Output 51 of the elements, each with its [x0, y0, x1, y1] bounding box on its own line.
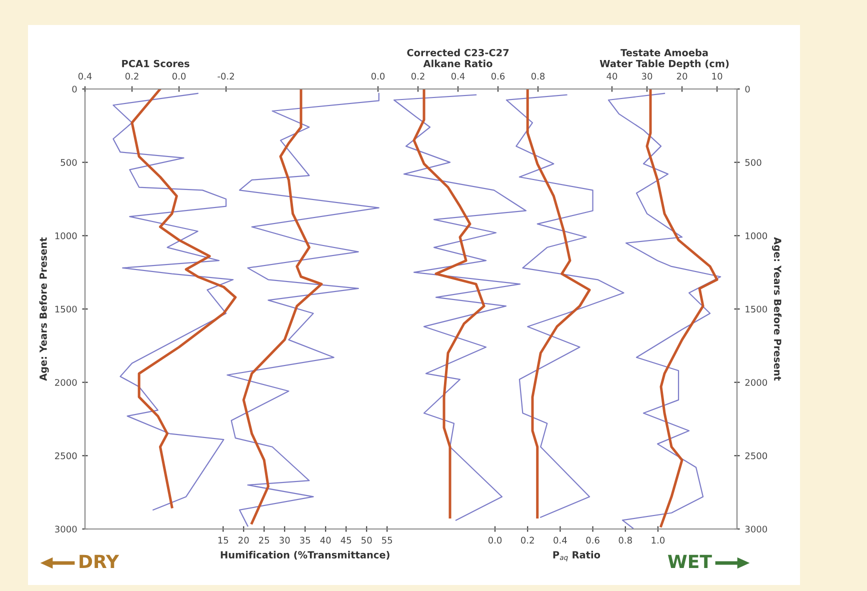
y-tick-label: 0	[72, 86, 77, 93]
x-tick-label: 1.0	[652, 536, 665, 544]
x-axis-title: Humification (%Transmittance)	[220, 550, 390, 560]
x-tick-label: 35	[300, 536, 310, 544]
y-tick-label: 3000	[55, 526, 77, 533]
x2-tick-label: 10	[712, 72, 722, 80]
x2-axis-title: PCA1 Scores	[122, 60, 190, 68]
x2-tick-label: 20	[676, 72, 688, 80]
x-tick-label: 20	[238, 536, 249, 544]
x-axis-title: P$_{aq}$ Ratio	[553, 550, 600, 562]
y-axis-title: Age: Years Before Present	[772, 237, 782, 381]
x-tick-label: 0.2	[521, 536, 534, 544]
y-tick-label: 500	[745, 159, 762, 166]
x-tick-label: 55	[382, 536, 392, 544]
y-tick-label: 2500	[745, 452, 768, 460]
y-tick-label: 3000	[745, 526, 768, 533]
y-tick-label: 1500	[55, 306, 77, 313]
x2-tick-label: -0.2	[218, 72, 234, 80]
x2-axis-title: Testate Amoeba Water Table Depth (cm)	[600, 48, 729, 70]
x-tick-label: 0.0	[488, 536, 502, 544]
x2-tick-label: 0.4	[78, 72, 92, 80]
y-axis-title: Age: Years Before Present	[39, 237, 49, 381]
x2-axis-title: Corrected C23-C27 Alkane Ratio	[407, 48, 509, 68]
x-tick-label: 30	[280, 536, 290, 544]
y-tick-label: 2500	[55, 452, 77, 460]
y-tick-label: 1000	[55, 232, 77, 240]
x-tick-label: 45	[340, 536, 352, 544]
x-tick-label: 15	[218, 536, 228, 544]
x2-tick-label: 40	[606, 72, 618, 80]
x2-tick-label: 0.2	[411, 72, 424, 80]
x2-tick-label: 0.8	[531, 72, 545, 80]
x2-tick-label: 0.0	[371, 72, 385, 80]
y-tick-label: 1000	[746, 232, 768, 240]
y-tick-label: 2000	[55, 379, 77, 386]
x-tick-label: 40	[320, 536, 331, 544]
y-tick-label: 0	[745, 86, 750, 93]
x-tick-label: 0.4	[554, 536, 567, 544]
x2-tick-label: 0.4	[451, 72, 465, 80]
y-tick-label: 1500	[746, 306, 768, 313]
x2-tick-label: 0.6	[491, 72, 505, 80]
x2-tick-label: 30	[642, 72, 652, 80]
y-tick-label: 500	[60, 159, 77, 166]
x2-tick-label: 0.2	[125, 72, 138, 80]
x-tick-label: 50	[362, 536, 372, 544]
x-tick-label: 25	[259, 536, 270, 544]
x-tick-label: 0.6	[586, 536, 600, 544]
text: WET	[668, 554, 712, 568]
x2-tick-label: 0.0	[172, 72, 186, 80]
x-tick-label: 0.8	[618, 536, 632, 544]
y-tick-label: 2000	[745, 379, 768, 386]
text: DRY	[80, 554, 120, 568]
